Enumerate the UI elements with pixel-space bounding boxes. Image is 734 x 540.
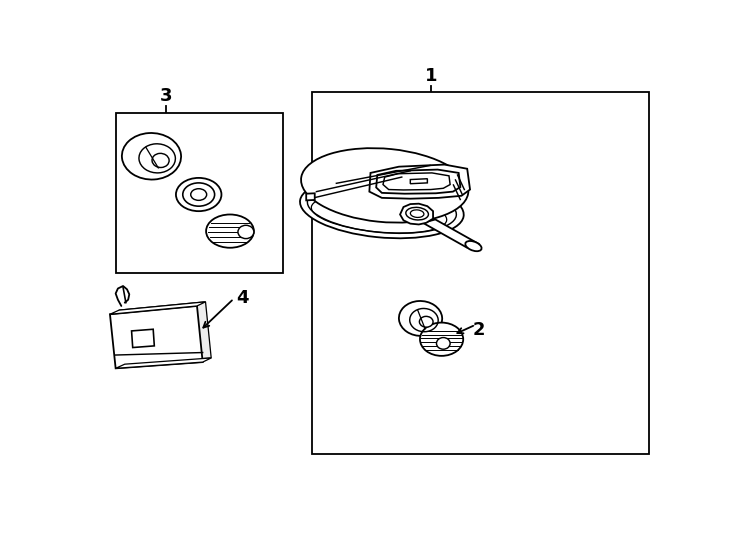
Ellipse shape	[122, 133, 181, 179]
Polygon shape	[116, 358, 211, 368]
Polygon shape	[369, 165, 470, 199]
Ellipse shape	[420, 322, 463, 356]
Ellipse shape	[183, 183, 214, 206]
Polygon shape	[110, 302, 206, 314]
Ellipse shape	[300, 178, 464, 238]
Text: 2: 2	[472, 321, 485, 339]
Text: 1: 1	[424, 67, 437, 85]
Ellipse shape	[152, 153, 169, 167]
Text: 3: 3	[159, 87, 172, 105]
Ellipse shape	[191, 188, 207, 200]
Bar	[116, 113, 283, 273]
Polygon shape	[119, 302, 211, 364]
Ellipse shape	[301, 148, 468, 222]
Ellipse shape	[465, 241, 482, 251]
Polygon shape	[306, 193, 315, 200]
Ellipse shape	[419, 316, 433, 327]
Text: 4: 4	[236, 289, 249, 307]
Ellipse shape	[437, 338, 450, 349]
Bar	[313, 92, 649, 454]
Polygon shape	[423, 219, 480, 248]
Polygon shape	[400, 204, 433, 225]
Ellipse shape	[238, 225, 254, 239]
Ellipse shape	[206, 214, 254, 248]
Polygon shape	[376, 170, 460, 194]
Ellipse shape	[399, 301, 442, 336]
Polygon shape	[110, 306, 203, 368]
Ellipse shape	[176, 178, 222, 211]
Polygon shape	[410, 179, 427, 184]
